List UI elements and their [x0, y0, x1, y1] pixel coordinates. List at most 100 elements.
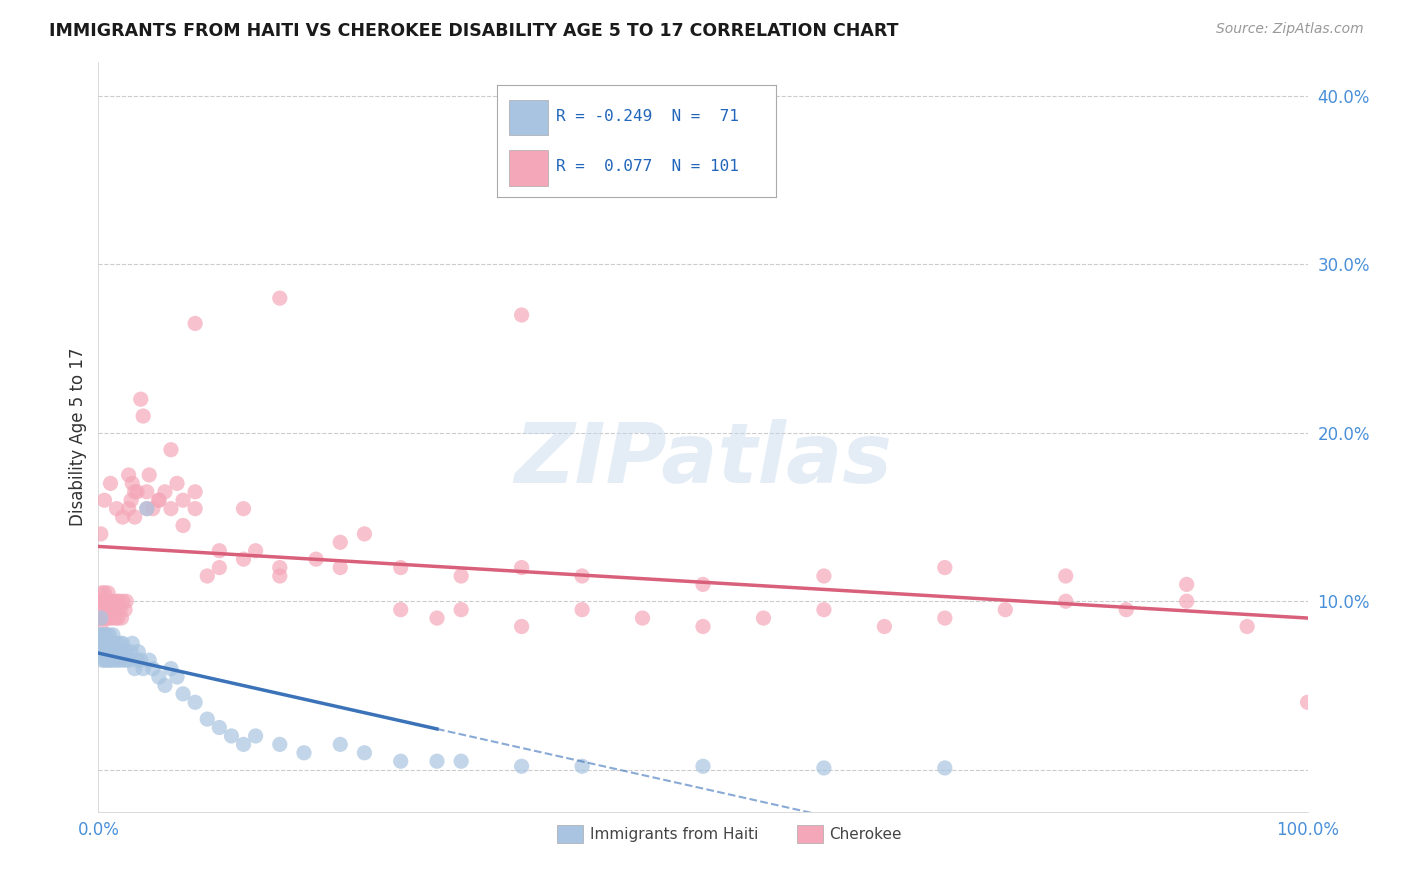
Point [91, 645, 114, 659]
Point [89, 611, 111, 625]
Point [160, 662, 183, 676]
Point [115, 645, 138, 659]
Point [118, 467, 141, 482]
Text: Source: ZipAtlas.com: Source: ZipAtlas.com [1216, 22, 1364, 37]
Point [124, 484, 146, 499]
Point [292, 746, 315, 760]
Point [100, 636, 122, 650]
Point [129, 653, 152, 667]
Point [90, 527, 112, 541]
Point [1175, 577, 1198, 591]
Point [93, 636, 115, 650]
Point [389, 560, 412, 574]
Text: ZIPatlas: ZIPatlas [515, 419, 891, 500]
Point [94, 645, 117, 659]
Point [450, 602, 472, 616]
Point [91, 586, 114, 600]
Point [752, 611, 775, 625]
Point [426, 611, 449, 625]
Point [118, 653, 141, 667]
Point [101, 636, 124, 650]
Point [104, 653, 127, 667]
Point [96, 653, 118, 667]
Point [510, 759, 533, 773]
Point [138, 653, 160, 667]
Point [184, 484, 207, 499]
Point [97, 602, 120, 616]
Point [105, 602, 128, 616]
Text: Cherokee: Cherokee [830, 827, 903, 841]
Point [813, 761, 835, 775]
Point [114, 653, 136, 667]
Point [90, 611, 112, 625]
Point [115, 594, 138, 608]
Point [91, 594, 114, 608]
Point [571, 759, 593, 773]
Point [93, 586, 115, 600]
Point [108, 594, 131, 608]
Point [389, 754, 412, 768]
Point [305, 552, 328, 566]
Point [172, 493, 194, 508]
Point [1054, 569, 1077, 583]
Point [142, 501, 165, 516]
Point [94, 602, 117, 616]
Point [571, 602, 593, 616]
Point [118, 501, 141, 516]
Point [450, 569, 472, 583]
Point [94, 594, 117, 608]
Point [269, 569, 291, 583]
Point [100, 653, 122, 667]
Point [100, 602, 122, 616]
Point [994, 602, 1017, 616]
Point [100, 645, 122, 659]
Point [571, 569, 593, 583]
Point [450, 754, 472, 768]
Point [108, 602, 131, 616]
Point [93, 611, 115, 625]
Point [111, 636, 134, 650]
Point [121, 636, 143, 650]
Point [160, 501, 183, 516]
Point [510, 560, 533, 574]
Point [132, 662, 155, 676]
Point [93, 493, 115, 508]
Point [232, 737, 254, 751]
Point [114, 602, 136, 616]
Point [1296, 695, 1319, 709]
Point [100, 594, 122, 608]
Point [148, 493, 170, 508]
Point [934, 611, 956, 625]
Point [221, 729, 243, 743]
Point [105, 594, 128, 608]
Point [692, 577, 714, 591]
Point [97, 636, 120, 650]
Point [813, 602, 835, 616]
Point [111, 645, 134, 659]
Point [129, 392, 152, 407]
Point [148, 670, 170, 684]
Point [353, 527, 375, 541]
Point [90, 594, 112, 608]
Point [111, 510, 134, 524]
Point [120, 645, 142, 659]
Point [873, 619, 896, 633]
Point [510, 308, 533, 322]
Point [269, 737, 291, 751]
Point [97, 645, 120, 659]
Point [96, 628, 118, 642]
Point [135, 501, 157, 516]
Text: Immigrants from Haiti: Immigrants from Haiti [591, 827, 758, 841]
Point [148, 493, 170, 508]
Point [91, 602, 114, 616]
Point [91, 636, 114, 650]
Point [108, 636, 131, 650]
Point [232, 552, 254, 566]
Point [160, 442, 183, 457]
Point [232, 501, 254, 516]
Point [389, 602, 412, 616]
Point [100, 476, 122, 491]
Point [329, 535, 352, 549]
Point [100, 611, 122, 625]
Point [813, 569, 835, 583]
